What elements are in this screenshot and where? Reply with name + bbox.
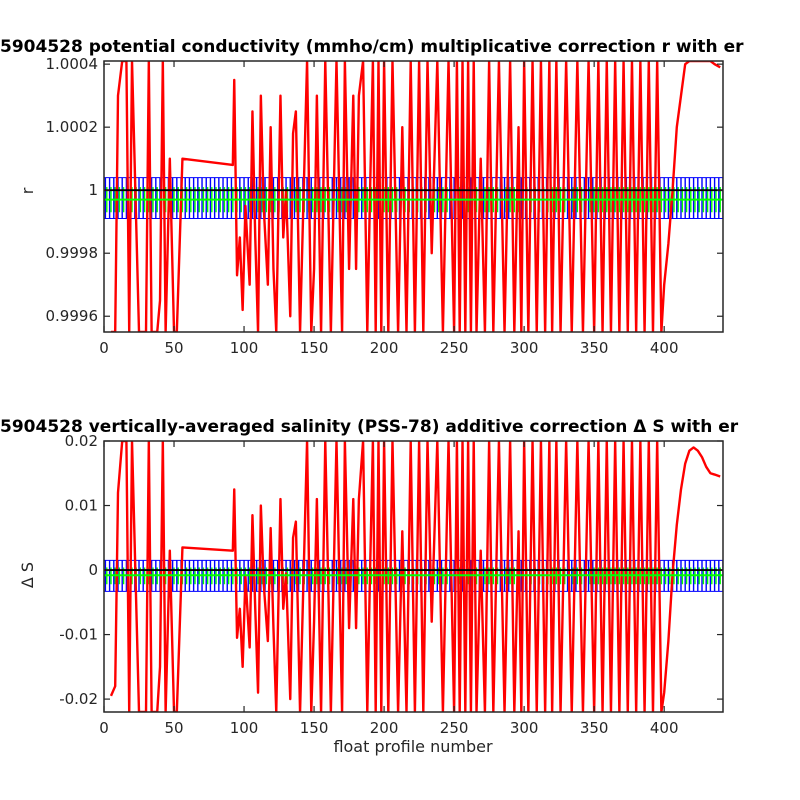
plot-frame	[103, 440, 724, 713]
x-tick-label: 50	[164, 339, 183, 357]
x-tick-label: 350	[580, 339, 609, 357]
y-axis-label: r	[18, 187, 37, 194]
x-tick-label: 300	[510, 339, 539, 357]
x-tick-label: 350	[580, 719, 609, 737]
x-tick-label: 250	[440, 719, 469, 737]
x-tick-label: 250	[440, 339, 469, 357]
x-tick-label: 50	[164, 719, 183, 737]
x-tick-label: 400	[650, 339, 679, 357]
plot-frame	[103, 60, 724, 333]
x-tick-label: 300	[510, 719, 539, 737]
y-tick-label: 0.02	[65, 432, 98, 450]
x-tick-label: 0	[99, 339, 109, 357]
plot-area	[104, 61, 723, 332]
conductivity-correction-panel: 5904528 potential conductivity (mmho/cm)…	[0, 37, 744, 357]
chart-title: 5904528 vertically-averaged salinity (PS…	[0, 417, 739, 437]
y-tick-label: 1.0004	[46, 55, 99, 73]
y-tick-label: 0.9998	[46, 244, 99, 262]
y-tick-label: 1.0002	[46, 118, 99, 136]
x-axis-label: float profile number	[333, 737, 493, 756]
x-tick-label: 100	[230, 719, 259, 737]
y-axis-label: Δ S	[18, 562, 37, 588]
x-tick-label: 100	[230, 339, 259, 357]
y-tick-label: -0.02	[59, 690, 98, 708]
salinity-correction-panel: 5904528 vertically-averaged salinity (PS…	[0, 417, 739, 756]
chart-title: 5904528 potential conductivity (mmho/cm)…	[0, 37, 744, 57]
y-tick-label: 0.01	[65, 497, 98, 515]
y-tick-label: 1	[88, 181, 98, 199]
x-tick-label: 0	[99, 719, 109, 737]
y-tick-label: -0.01	[59, 626, 98, 644]
y-tick-label: 0	[88, 561, 98, 579]
y-tick-label: 0.9996	[46, 307, 99, 325]
x-tick-label: 200	[370, 719, 399, 737]
plot-area	[104, 441, 723, 712]
x-tick-label: 150	[300, 339, 329, 357]
data-series-line	[109, 441, 721, 712]
x-tick-label: 400	[650, 719, 679, 737]
data-series-line	[111, 61, 721, 332]
x-tick-label: 150	[300, 719, 329, 737]
x-tick-label: 200	[370, 339, 399, 357]
